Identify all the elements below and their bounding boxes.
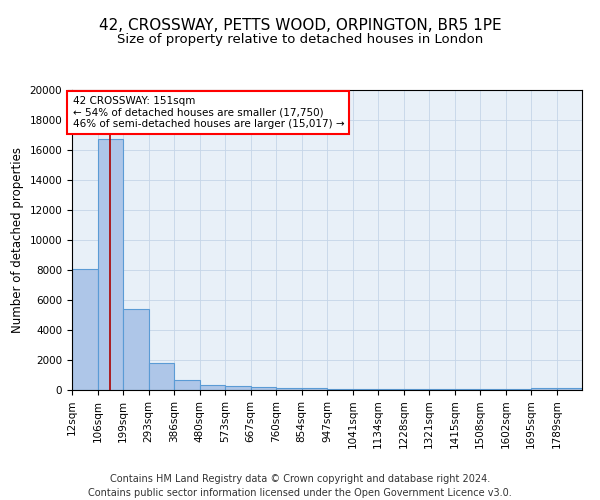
Bar — [327, 388, 353, 390]
Bar — [429, 388, 455, 390]
Bar — [149, 363, 174, 390]
Text: Contains HM Land Registry data © Crown copyright and database right 2024.
Contai: Contains HM Land Registry data © Crown c… — [88, 474, 512, 498]
Bar — [200, 385, 225, 390]
Bar — [557, 388, 582, 390]
Bar — [174, 380, 200, 390]
Text: 42, CROSSWAY, PETTS WOOD, ORPINGTON, BR5 1PE: 42, CROSSWAY, PETTS WOOD, ORPINGTON, BR5… — [98, 18, 502, 32]
Bar — [455, 388, 480, 390]
Text: Size of property relative to detached houses in London: Size of property relative to detached ho… — [117, 32, 483, 46]
Text: 42 CROSSWAY: 151sqm
← 54% of detached houses are smaller (17,750)
46% of semi-de: 42 CROSSWAY: 151sqm ← 54% of detached ho… — [73, 96, 344, 129]
Bar — [480, 388, 506, 390]
Bar — [251, 387, 276, 390]
Bar — [531, 388, 557, 390]
Bar — [225, 386, 251, 390]
Bar — [123, 309, 149, 390]
Bar — [506, 388, 531, 390]
Bar — [98, 140, 123, 390]
Y-axis label: Number of detached properties: Number of detached properties — [11, 147, 24, 333]
Bar — [276, 388, 302, 390]
Bar — [302, 388, 327, 390]
Bar — [353, 388, 378, 390]
Bar — [72, 268, 98, 390]
Bar — [404, 388, 429, 390]
Bar — [378, 388, 404, 390]
